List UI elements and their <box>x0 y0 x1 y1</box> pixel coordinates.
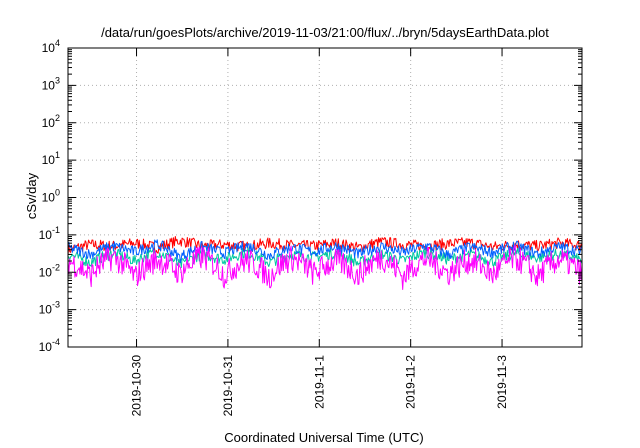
x-tick-label: 2019-10-31 <box>221 355 235 417</box>
series-line <box>67 236 583 256</box>
x-axis-label: Coordinated Universal Time (UTC) <box>224 430 423 445</box>
y-tick-label: 100 <box>42 188 60 205</box>
y-tick-label: 10-1 <box>39 225 60 242</box>
grid <box>68 48 582 347</box>
y-tick-label: 10-2 <box>39 262 60 279</box>
y-axis-label: cSv/day <box>24 172 39 219</box>
chart-title: /data/run/goesPlots/archive/2019-11-03/2… <box>101 25 549 40</box>
y-tick-label: 10-4 <box>39 337 60 354</box>
x-tick-label: 2019-10-30 <box>130 355 144 417</box>
y-tick-label: 10-3 <box>39 300 60 317</box>
x-tick-label: 2019-11-2 <box>404 355 418 409</box>
x-tick-label: 2019-11-3 <box>495 355 509 409</box>
x-tick-label: 2019-11-1 <box>312 355 326 409</box>
y-tick-label: 101 <box>42 150 60 167</box>
series-group <box>67 236 583 290</box>
series-line <box>67 244 583 290</box>
y-tick-label: 103 <box>42 75 60 92</box>
y-tick-label: 104 <box>42 38 60 55</box>
y-tick-label: 102 <box>42 113 60 130</box>
ticks: 104 103 102 101 100 10-1 10-2 10-3 10-4 2019-10-3… <box>39 38 582 416</box>
